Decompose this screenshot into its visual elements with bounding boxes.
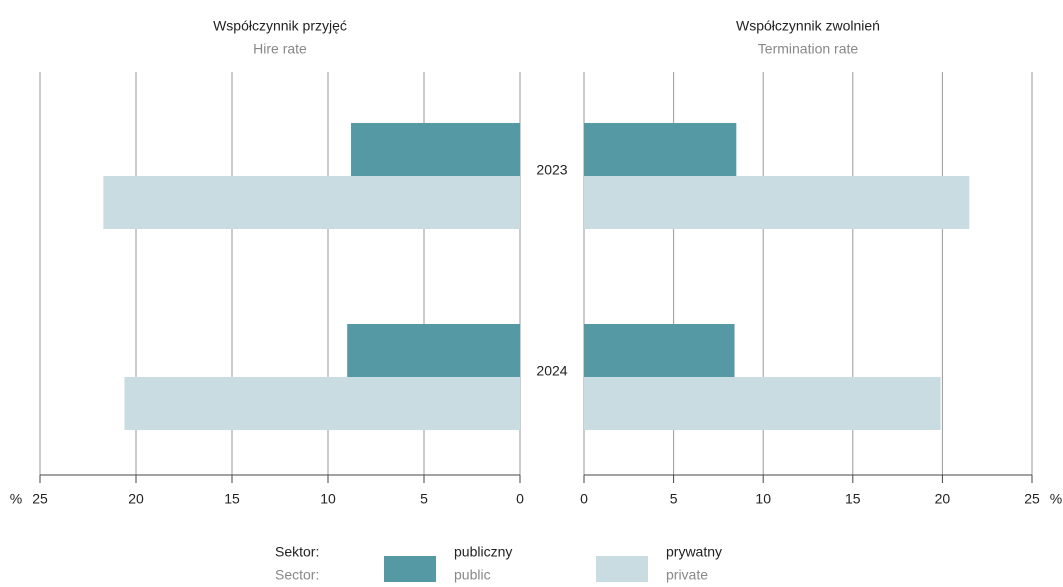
bar xyxy=(124,377,520,430)
x-tick-label: 20 xyxy=(128,491,144,507)
category-label: 2024 xyxy=(536,363,567,379)
x-tick-label: 20 xyxy=(935,491,951,507)
legend-swatch xyxy=(596,556,648,582)
bar xyxy=(584,176,970,229)
x-tick-label: 10 xyxy=(320,491,336,507)
axis-unit: % xyxy=(10,491,22,507)
x-tick-label: 0 xyxy=(516,491,524,507)
axis-unit: % xyxy=(1050,491,1062,507)
bar xyxy=(351,123,520,176)
x-tick-label: 25 xyxy=(1024,491,1040,507)
legend-label: prywatny xyxy=(666,544,722,560)
legend-label: publiczny xyxy=(454,544,512,560)
category-label: 2023 xyxy=(536,162,567,178)
x-tick-label: 5 xyxy=(420,491,428,507)
bar xyxy=(584,324,735,377)
bar xyxy=(347,324,520,377)
bar xyxy=(584,377,941,430)
panel-title: Współczynnik przyjęć xyxy=(213,18,347,34)
panel-subtitle: Termination rate xyxy=(758,41,859,57)
legend-subtitle: Sector: xyxy=(275,567,319,583)
x-tick-label: 10 xyxy=(755,491,771,507)
legend-label-en: public xyxy=(454,567,491,583)
panel-title: Współczynnik zwolnień xyxy=(736,18,880,34)
x-tick-label: 25 xyxy=(32,491,48,507)
bar xyxy=(584,123,737,176)
bar xyxy=(103,176,521,229)
x-tick-label: 5 xyxy=(670,491,678,507)
x-tick-label: 15 xyxy=(845,491,861,507)
legend-title: Sektor: xyxy=(275,544,319,560)
x-tick-label: 15 xyxy=(224,491,240,507)
x-tick-label: 0 xyxy=(580,491,588,507)
legend-swatch xyxy=(384,556,436,582)
panel-subtitle: Hire rate xyxy=(253,41,307,57)
legend-label-en: private xyxy=(666,567,708,583)
